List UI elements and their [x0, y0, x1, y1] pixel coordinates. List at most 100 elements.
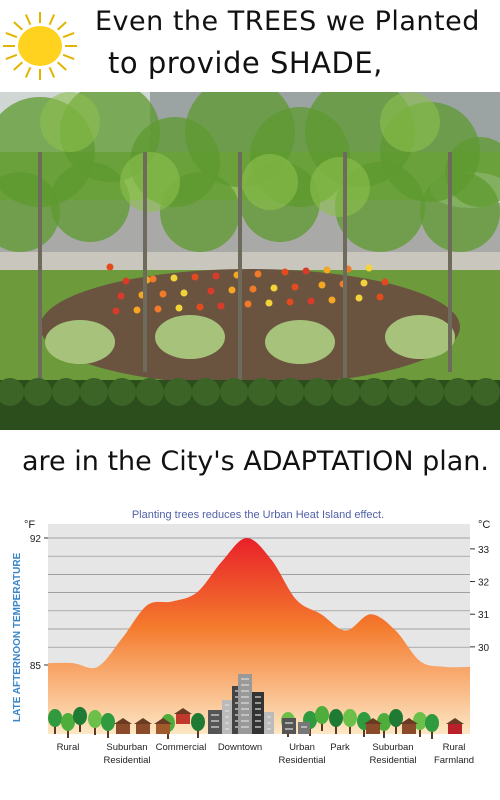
tree-trunk: [94, 725, 96, 735]
right-unit-label: °C: [478, 519, 490, 531]
right-tick-label: 33: [478, 545, 490, 556]
building: [282, 718, 296, 734]
hedge-leaf: [0, 378, 24, 406]
hedge-leaf: [136, 378, 164, 406]
tree: [413, 712, 427, 730]
tulip: [228, 286, 236, 294]
leaf-cluster: [310, 157, 370, 217]
tree: [191, 713, 205, 731]
tree-trunk: [335, 724, 337, 734]
house: [136, 724, 150, 734]
roof: [446, 718, 464, 724]
right-tick-label: 31: [478, 610, 490, 621]
tulips: [45, 263, 455, 364]
sun-disc: [18, 26, 62, 66]
sun-ray: [5, 53, 18, 60]
hedge-texture: [0, 378, 500, 406]
tulip: [281, 268, 289, 276]
hedge-leaf: [304, 378, 332, 406]
leaf-cluster: [380, 92, 440, 152]
x-axis-label: Park: [330, 742, 350, 753]
tulip: [207, 287, 215, 295]
tree-trunk: [419, 727, 421, 737]
sun-ray: [5, 32, 18, 39]
window-row: [241, 714, 249, 716]
tulip: [217, 302, 225, 310]
tulip: [365, 264, 373, 272]
tree: [315, 706, 329, 724]
window-row: [225, 704, 229, 706]
window-row: [285, 728, 293, 730]
leaf-cluster: [420, 172, 500, 252]
hedge-leaf: [332, 378, 360, 406]
tulip: [360, 279, 368, 287]
sun-ray: [57, 61, 67, 71]
window-row: [241, 690, 249, 692]
heat-curve-area: [48, 537, 470, 734]
left-axis-ticks: 92 85: [30, 534, 48, 672]
roof: [114, 718, 132, 724]
tree-garden-photo: [0, 92, 500, 430]
tulip: [117, 292, 125, 300]
leaf-cluster: [242, 154, 298, 210]
window-row: [267, 728, 271, 730]
shrub: [155, 315, 225, 359]
window-row: [241, 702, 249, 704]
x-axis-label: Commercial: [156, 742, 207, 753]
tree-trunk: [107, 728, 109, 738]
tulip: [191, 273, 199, 281]
sun-icon: [3, 12, 77, 80]
shrub: [385, 315, 455, 359]
tulip: [133, 306, 141, 314]
hedge-leaf: [472, 378, 500, 406]
x-axis-label: Rural: [57, 742, 80, 753]
hedge-leaf: [276, 378, 304, 406]
roof: [134, 718, 152, 724]
hedge-leaf: [164, 378, 192, 406]
window-row: [255, 714, 261, 716]
sun-ray: [62, 53, 75, 60]
headline-line-1: Even the TREES we Planted: [95, 6, 480, 37]
headline-line-2: to provide SHADE,: [108, 46, 383, 80]
sun-ray: [13, 61, 23, 71]
window-row: [225, 716, 229, 718]
hedge-leaf: [388, 378, 416, 406]
tree-trunks: [38, 152, 452, 392]
window-row: [241, 696, 249, 698]
window-row: [241, 720, 249, 722]
tulip: [355, 294, 363, 302]
x-axis-label: Rural: [443, 742, 466, 753]
tree-trunk: [197, 728, 199, 738]
tulip: [159, 290, 167, 298]
roof: [364, 718, 382, 724]
tree: [48, 709, 62, 727]
tulip: [106, 263, 114, 271]
window-row: [211, 720, 219, 722]
hedge-leaf: [108, 378, 136, 406]
tree-trunk: [54, 724, 56, 734]
sun-ray: [13, 21, 23, 31]
sun-ray: [62, 32, 75, 39]
sidewalk: [0, 252, 500, 270]
window-row: [241, 726, 249, 728]
tree-trunk: [349, 724, 351, 734]
hedge-leaf: [360, 378, 388, 406]
window-row: [267, 716, 271, 718]
tulip: [376, 293, 384, 301]
x-axis-label: Suburban: [372, 742, 413, 753]
sun-ray: [57, 21, 67, 31]
tulip: [265, 299, 273, 307]
x-axis-label-line2: Residential: [104, 755, 151, 766]
tulip: [249, 285, 257, 293]
window-row: [225, 722, 229, 724]
shrub: [45, 320, 115, 364]
tulip: [212, 272, 220, 280]
leaf-cluster: [120, 152, 180, 212]
tree-trunk: [79, 722, 81, 732]
headline-line-3: are in the City's ADAPTATION plan.: [22, 446, 490, 477]
skyline-illustration: [48, 674, 464, 739]
tree: [425, 714, 439, 732]
tulip: [302, 267, 310, 275]
window-row: [211, 714, 219, 716]
x-axis-labels: Rural Suburban Residential Commercial Downto…: [57, 742, 474, 766]
